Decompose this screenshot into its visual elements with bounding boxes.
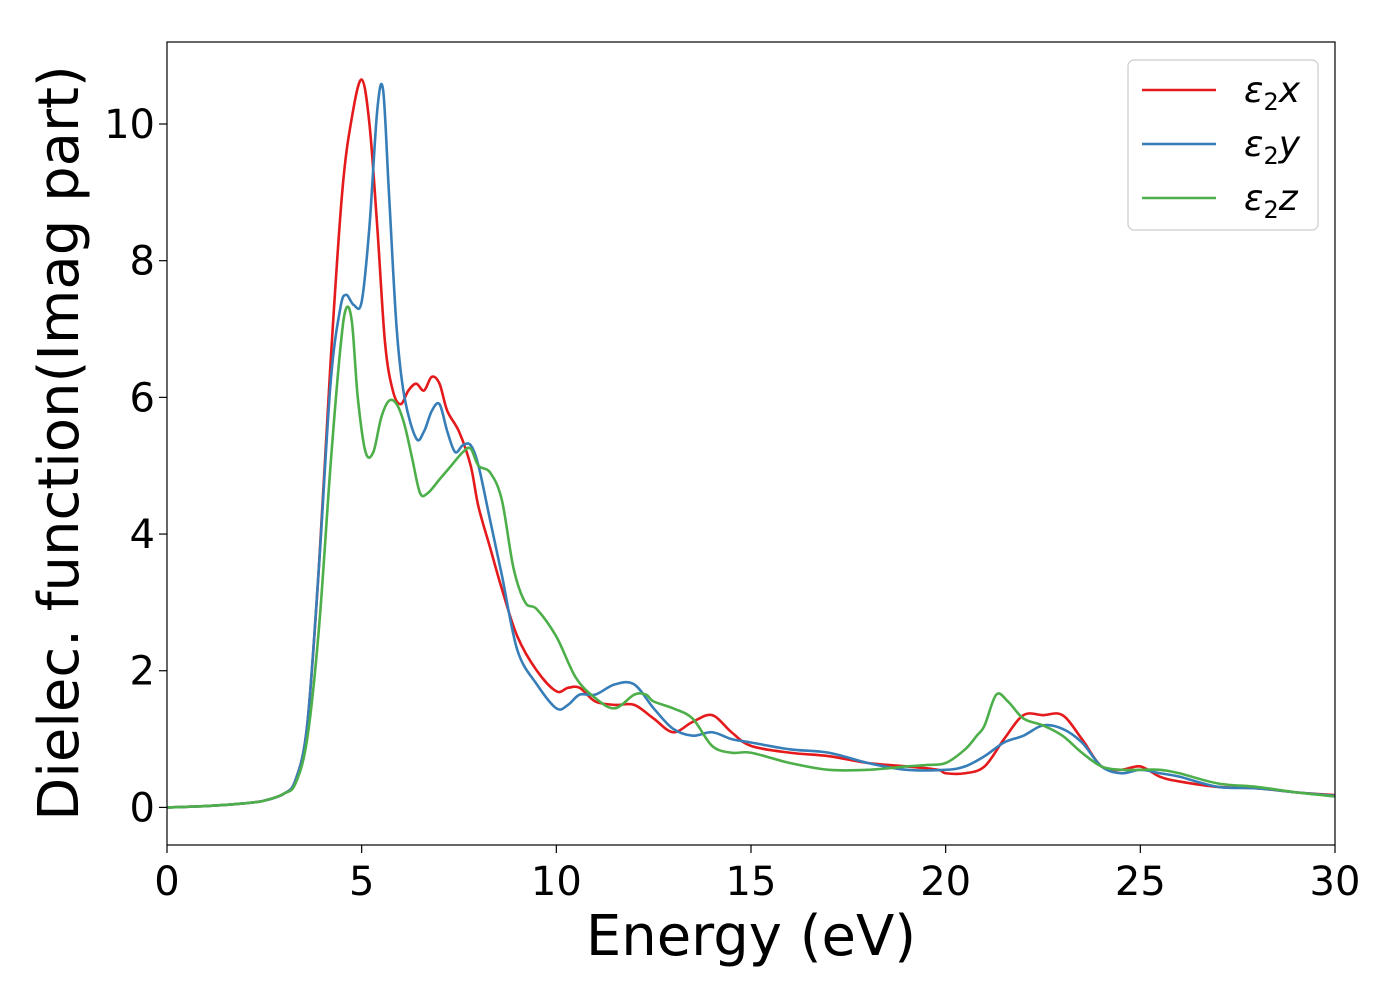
y-tick-label: 0 — [130, 785, 155, 831]
legend-box — [1127, 59, 1319, 231]
x-tick-label: 10 — [531, 859, 582, 905]
x-axis: 0 5 10 15 20 25 30 — [154, 845, 1360, 905]
x-tick-label: 30 — [1310, 859, 1361, 905]
x-tick-label: 15 — [726, 859, 777, 905]
legend: ε2x ε2y ε2z — [1127, 59, 1319, 231]
x-axis-title: Energy (eV) — [586, 904, 916, 969]
legend-label-x: ε2x — [1244, 70, 1301, 116]
series-line-x — [166, 78, 1336, 809]
y-tick-label: 10 — [104, 102, 155, 148]
y-tick-label: 2 — [130, 649, 155, 695]
x-tick-label: 25 — [1115, 859, 1166, 905]
legend-label-y: ε2y — [1244, 124, 1301, 170]
legend-label-z: ε2z — [1244, 178, 1299, 224]
y-axis: 0 2 4 6 8 10 — [104, 102, 167, 831]
y-tick-label: 6 — [130, 375, 155, 421]
series-line-z — [166, 305, 1336, 809]
series-layer — [166, 78, 1336, 809]
y-tick-label: 4 — [130, 512, 155, 558]
x-tick-label: 0 — [154, 859, 179, 905]
y-axis-title: Dielec. function(Imag part) — [27, 65, 92, 821]
y-tick-label: 8 — [130, 239, 155, 285]
x-tick-label: 20 — [920, 859, 971, 905]
x-tick-label: 5 — [349, 859, 374, 905]
